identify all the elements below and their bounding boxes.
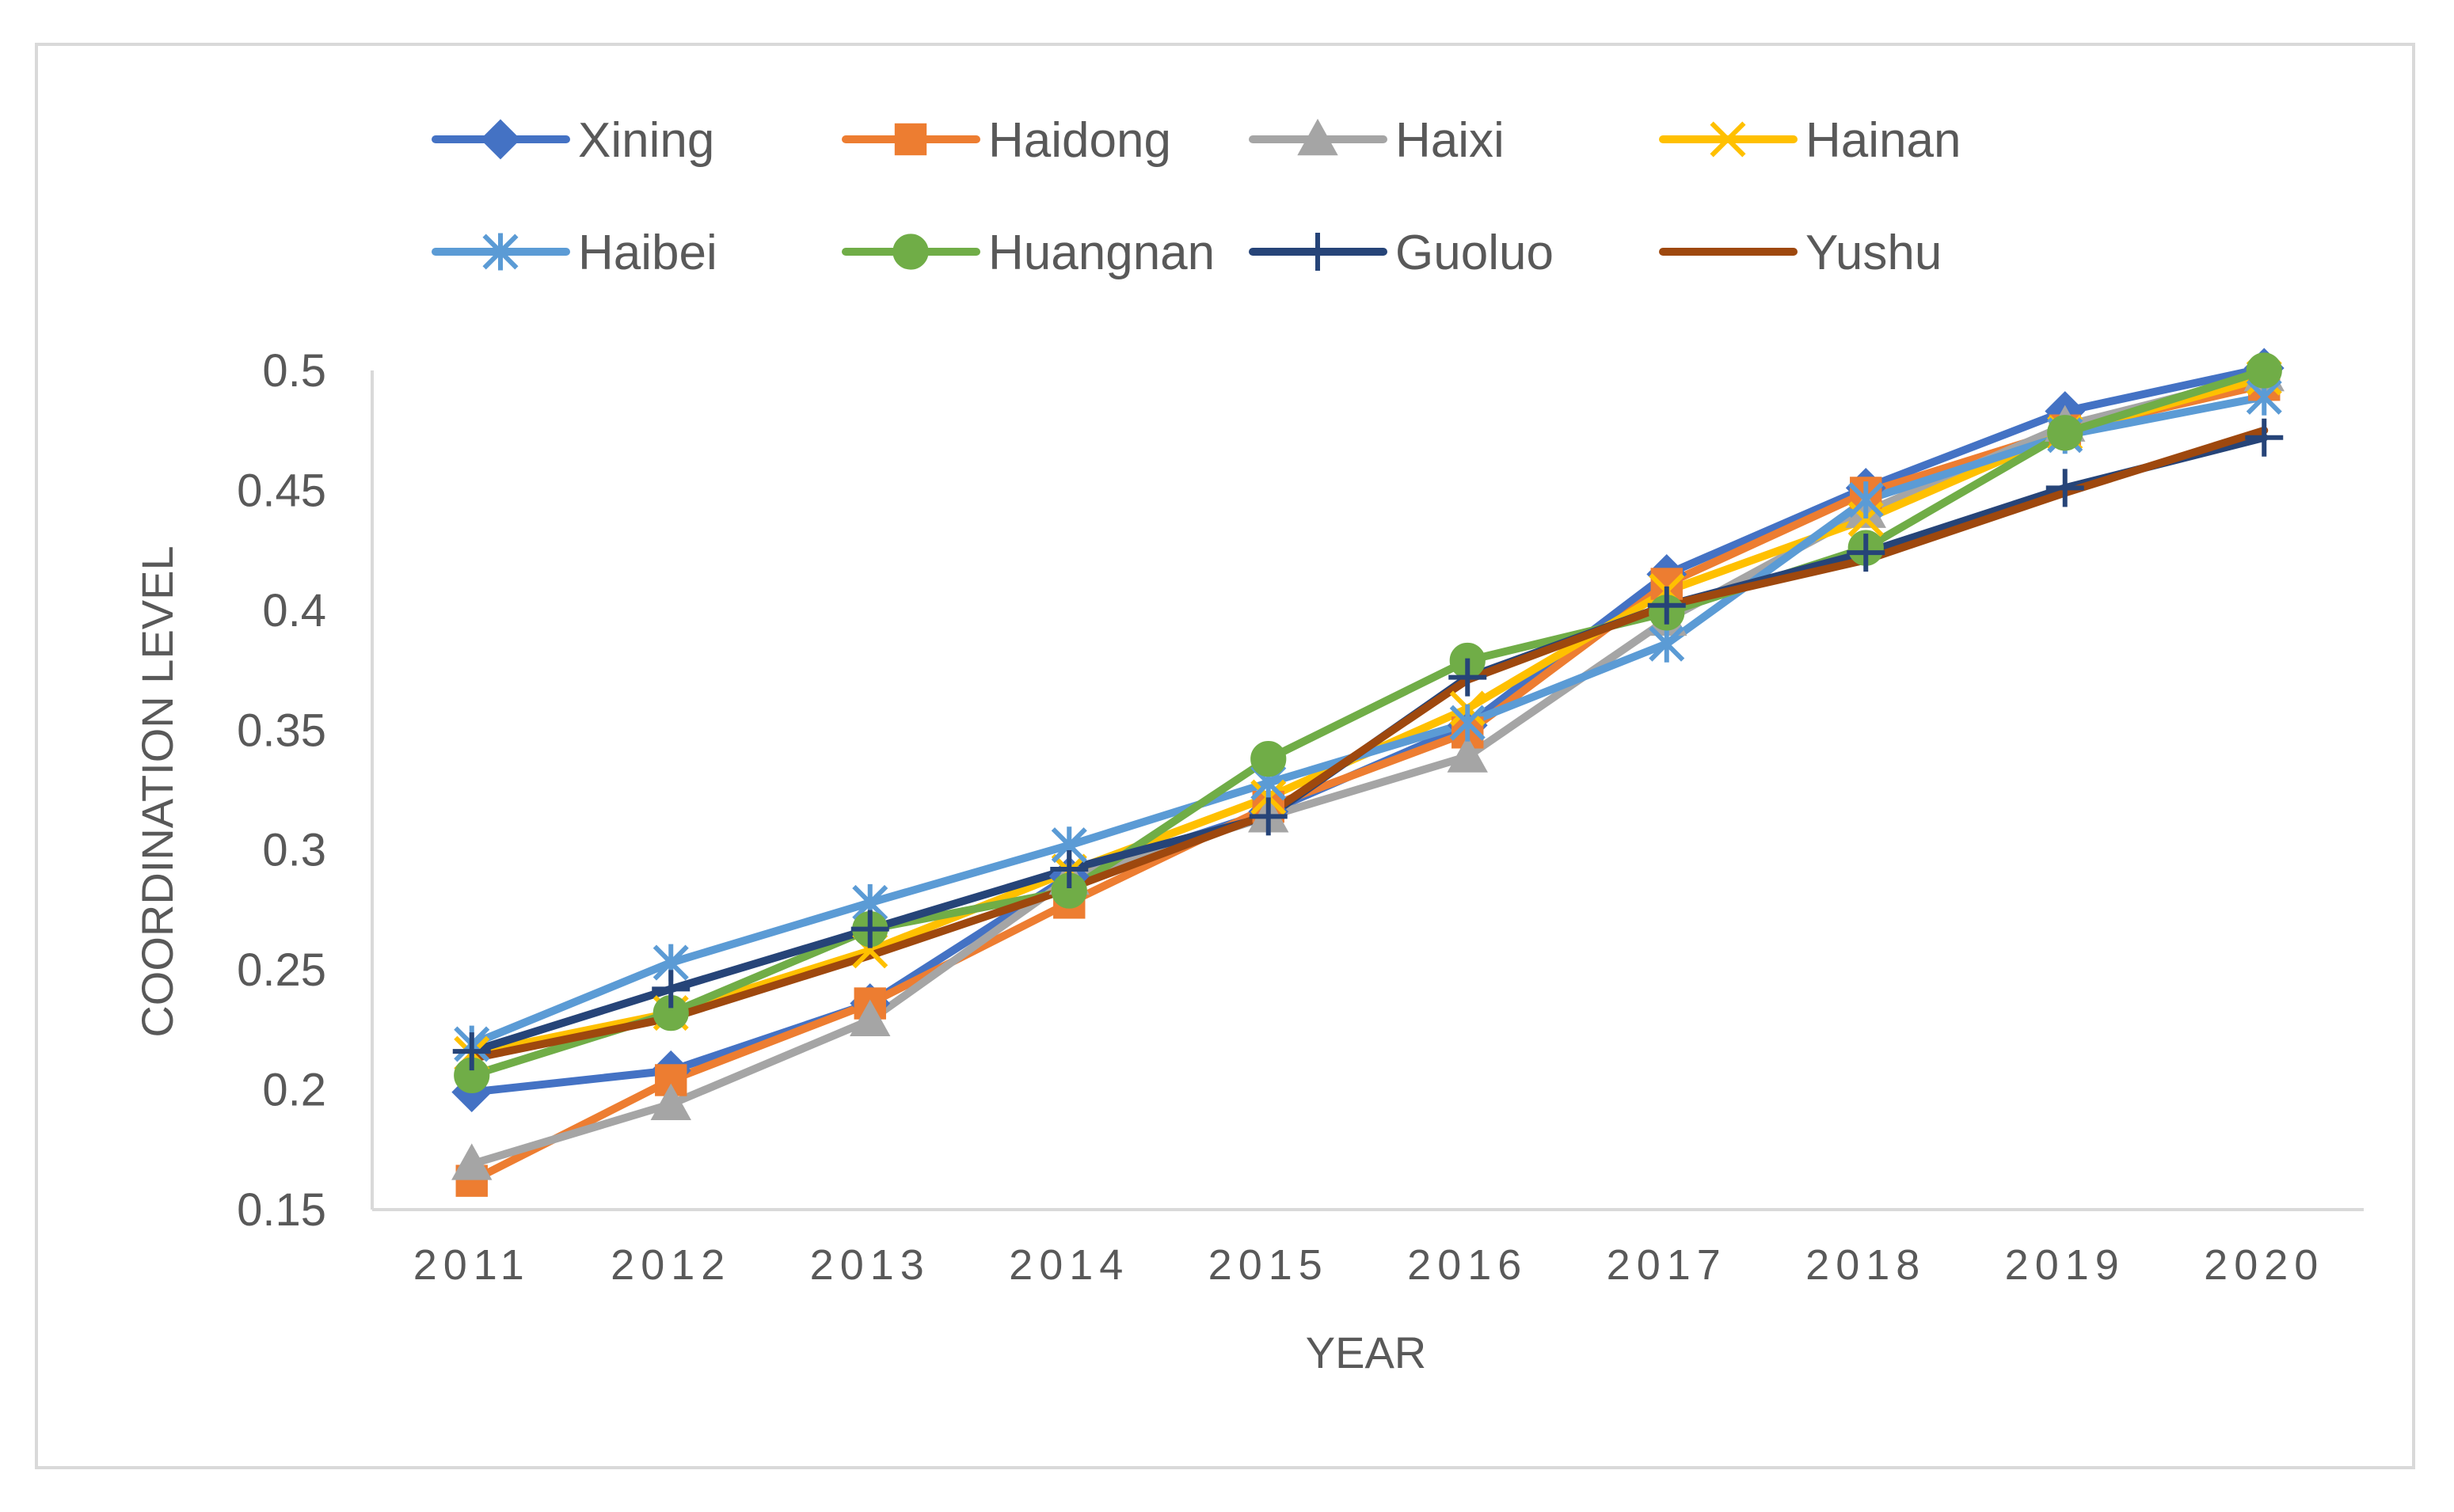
legend-swatch-marker	[1299, 233, 1337, 271]
data-point-guoluo	[1847, 534, 1885, 572]
y-tick-label: 0.3	[262, 825, 326, 876]
legend-label: Haixi	[1395, 113, 1505, 168]
y-tick-label: 0.4	[262, 585, 326, 636]
legend-label: Haibei	[578, 226, 717, 280]
data-point-haibei	[1649, 625, 1685, 663]
legend-swatch-marker	[892, 234, 929, 270]
x-axis-title: YEAR	[1306, 1328, 1427, 1377]
x-tick-label: 2019	[2005, 1241, 2125, 1289]
chart-frame	[35, 43, 2415, 1469]
x-tick-label: 2016	[1407, 1241, 1528, 1289]
legend-label: Hainan	[1805, 113, 1961, 168]
legend-swatch-marker	[1297, 118, 1338, 156]
legend-item-haibei: Haibei	[432, 226, 717, 280]
data-point-huangnan	[2246, 352, 2282, 389]
legend-swatch-marker	[482, 233, 519, 271]
legend-item-xining: Xining	[432, 113, 714, 168]
data-point-guoluo	[2045, 469, 2084, 507]
y-tick-label: 0.5	[262, 345, 326, 397]
legend-swatch-marker	[1710, 121, 1746, 158]
legend-item-haixi: Haixi	[1249, 113, 1505, 168]
y-tick-label: 0.35	[237, 705, 326, 756]
data-point-guoluo	[2245, 418, 2284, 457]
legend-label: Yushu	[1805, 226, 1942, 280]
x-tick-label: 2012	[611, 1241, 731, 1289]
series-line-haidong	[467, 381, 2269, 1185]
x-tick-label: 2018	[1805, 1241, 1926, 1289]
series-line-yushu	[467, 426, 2269, 1063]
x-tick-label: 2013	[810, 1241, 930, 1289]
y-tick-labels: 0.15 0.2 0.25 0.3 0.35 0.4 0.45 0.5	[237, 345, 326, 1236]
data-point-guoluo	[652, 970, 691, 1009]
series-lines	[467, 363, 2269, 1185]
series-line-huangnan	[467, 367, 2269, 1080]
y-tick-label: 0.45	[237, 465, 326, 516]
data-point-guoluo	[1448, 658, 1487, 697]
legend-item-haidong: Haidong	[842, 113, 1171, 168]
legend-label: Huangnan	[988, 226, 1215, 280]
y-axis-title: COORDINATION LEVEL	[132, 545, 182, 1037]
data-point-haixi	[451, 1143, 493, 1180]
data-point-guoluo	[1050, 849, 1089, 888]
legend: Xining Haidong Haixi Hainan Haibei Huangnan Gu…	[432, 113, 1961, 280]
legend-label: Xining	[578, 113, 714, 168]
data-point-haixi	[850, 999, 891, 1036]
x-tick-label: 2014	[1009, 1241, 1129, 1289]
x-tick-label: 2020	[2204, 1241, 2324, 1289]
data-point-guoluo	[452, 1032, 491, 1071]
data-point-guoluo	[850, 910, 889, 948]
legend-swatch-marker	[480, 119, 521, 160]
y-tick-label: 0.25	[237, 944, 326, 996]
legend-label: Guoluo	[1395, 226, 1554, 280]
y-tick-label: 0.15	[237, 1184, 326, 1236]
legend-label: Haidong	[988, 113, 1171, 168]
series-line-hainan	[467, 374, 2269, 1058]
x-tick-label: 2015	[1208, 1241, 1329, 1289]
data-point-huangnan	[1250, 741, 1287, 777]
axes	[371, 370, 2364, 1211]
legend-item-huangnan: Huangnan	[842, 226, 1215, 280]
series-line-haibei	[467, 393, 2269, 1049]
data-point-haixi	[650, 1083, 691, 1120]
x-tick-label: 2011	[413, 1241, 531, 1289]
legend-swatch-marker	[894, 123, 927, 156]
data-point-guoluo	[1249, 797, 1288, 836]
data-point-haibei	[1847, 481, 1884, 519]
data-point-haixi	[1447, 735, 1488, 773]
legend-item-yushu: Yushu	[1659, 226, 1942, 280]
data-point-haibei	[1449, 704, 1486, 742]
data-point-guoluo	[1647, 586, 1686, 625]
y-tick-label: 0.2	[262, 1065, 326, 1116]
legend-item-hainan: Hainan	[1659, 113, 1961, 168]
x-tick-labels: 2011 2012 2013 2014 2015 2016 2017 2018 2019 2020	[413, 1241, 2324, 1289]
legend-item-guoluo: Guoluo	[1249, 226, 1554, 280]
series-markers	[451, 348, 2285, 1197]
x-tick-label: 2017	[1607, 1241, 1727, 1289]
data-point-huangnan	[2047, 415, 2083, 451]
